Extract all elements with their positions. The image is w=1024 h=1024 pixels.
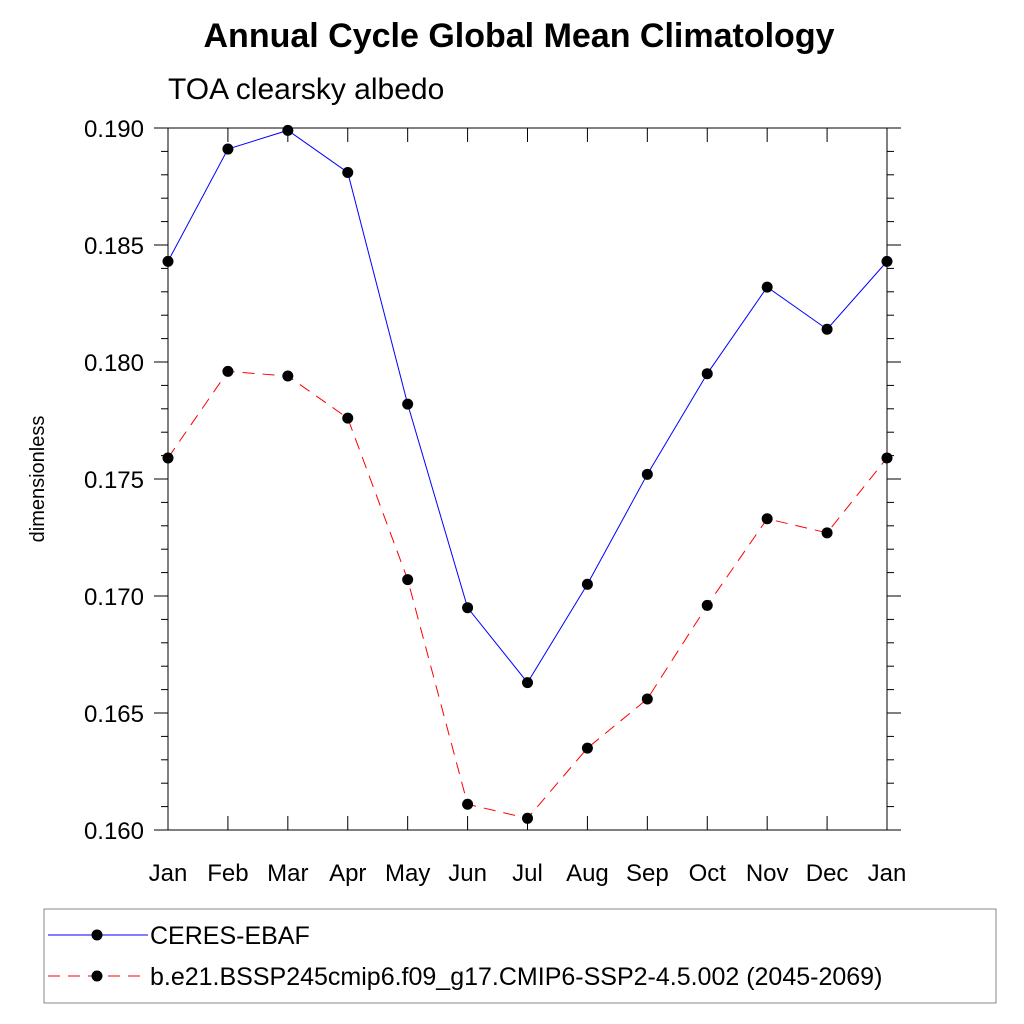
x-tick-label: Mar [267,860,308,887]
y-tick-label: 0.185 [84,233,144,260]
series-0-point [522,677,533,689]
series-1-point [462,798,474,810]
x-tick-label: Aug [566,860,609,887]
series-0-point [701,368,713,380]
series-0-point [222,143,234,155]
y-axis-label: dimensionless [27,416,49,543]
series-1-point [342,412,354,424]
series-layer [162,124,893,824]
chart-title: Annual Cycle Global Mean Climatology [204,17,835,55]
x-tick-label: May [385,860,430,887]
x-tick-label: Feb [207,860,248,887]
legend-entry-ceres: CERES-EBAF [48,922,310,950]
legend-label-model: b.e21.BSSP245cmip6.f09_g17.CMIP6-SSP2-4.… [150,963,882,991]
series-1-point [641,693,653,705]
x-tick-label: Jul [512,860,543,887]
plot-frame [167,127,888,831]
y-tick-label: 0.165 [84,701,144,728]
series-1-point [402,574,414,586]
series-1-point [761,513,773,525]
series-line-0 [167,129,888,684]
series-1-point [701,599,713,611]
x-tick-label: Nov [746,860,789,887]
legend-box [43,908,997,1004]
x-tick-label: Oct [689,860,727,887]
series-0-point [761,281,773,293]
y-tick-label: 0.160 [84,818,144,845]
y-tick-label: 0.175 [84,467,144,494]
series-0-point [462,602,474,614]
x-tick-label: Apr [329,860,366,887]
x-tick-label: Jan [149,860,188,887]
series-line-1 [167,370,888,819]
series-0-point [641,468,653,480]
y-tick-label: 0.180 [84,350,144,377]
series-1-point [581,742,593,754]
series-0-point [402,398,414,410]
chart-subtitle: TOA clearsky albedo [168,73,444,106]
legend: CERES-EBAF b.e21.BSSP245cmip6.f09_g17.CM… [43,908,997,1004]
legend-marker-model [91,970,103,982]
legend-label-ceres: CERES-EBAF [150,922,310,950]
x-tick-label: Sep [626,860,669,887]
x-tick-label: Jun [448,860,487,887]
series-0-point [821,323,833,335]
series-1-point [522,812,533,824]
series-1-point [222,365,234,377]
y-tick-label: 0.190 [84,116,144,143]
series-1-point [821,527,833,539]
series-0-point [342,166,354,178]
series-1-point [282,370,294,382]
ticks-layer: Jan Feb Mar Apr May Jun Jul Aug Sep Oct Nov Dec Jan0… [84,116,906,887]
series-0-point [282,124,294,136]
x-tick-label: Jan [868,860,907,887]
y-tick-label: 0.170 [84,584,144,611]
x-tick-label: Dec [806,860,849,887]
legend-marker-ceres [91,929,103,941]
legend-entry-model: b.e21.BSSP245cmip6.f09_g17.CMIP6-SSP2-4.… [48,963,882,991]
series-0-point [581,578,593,590]
